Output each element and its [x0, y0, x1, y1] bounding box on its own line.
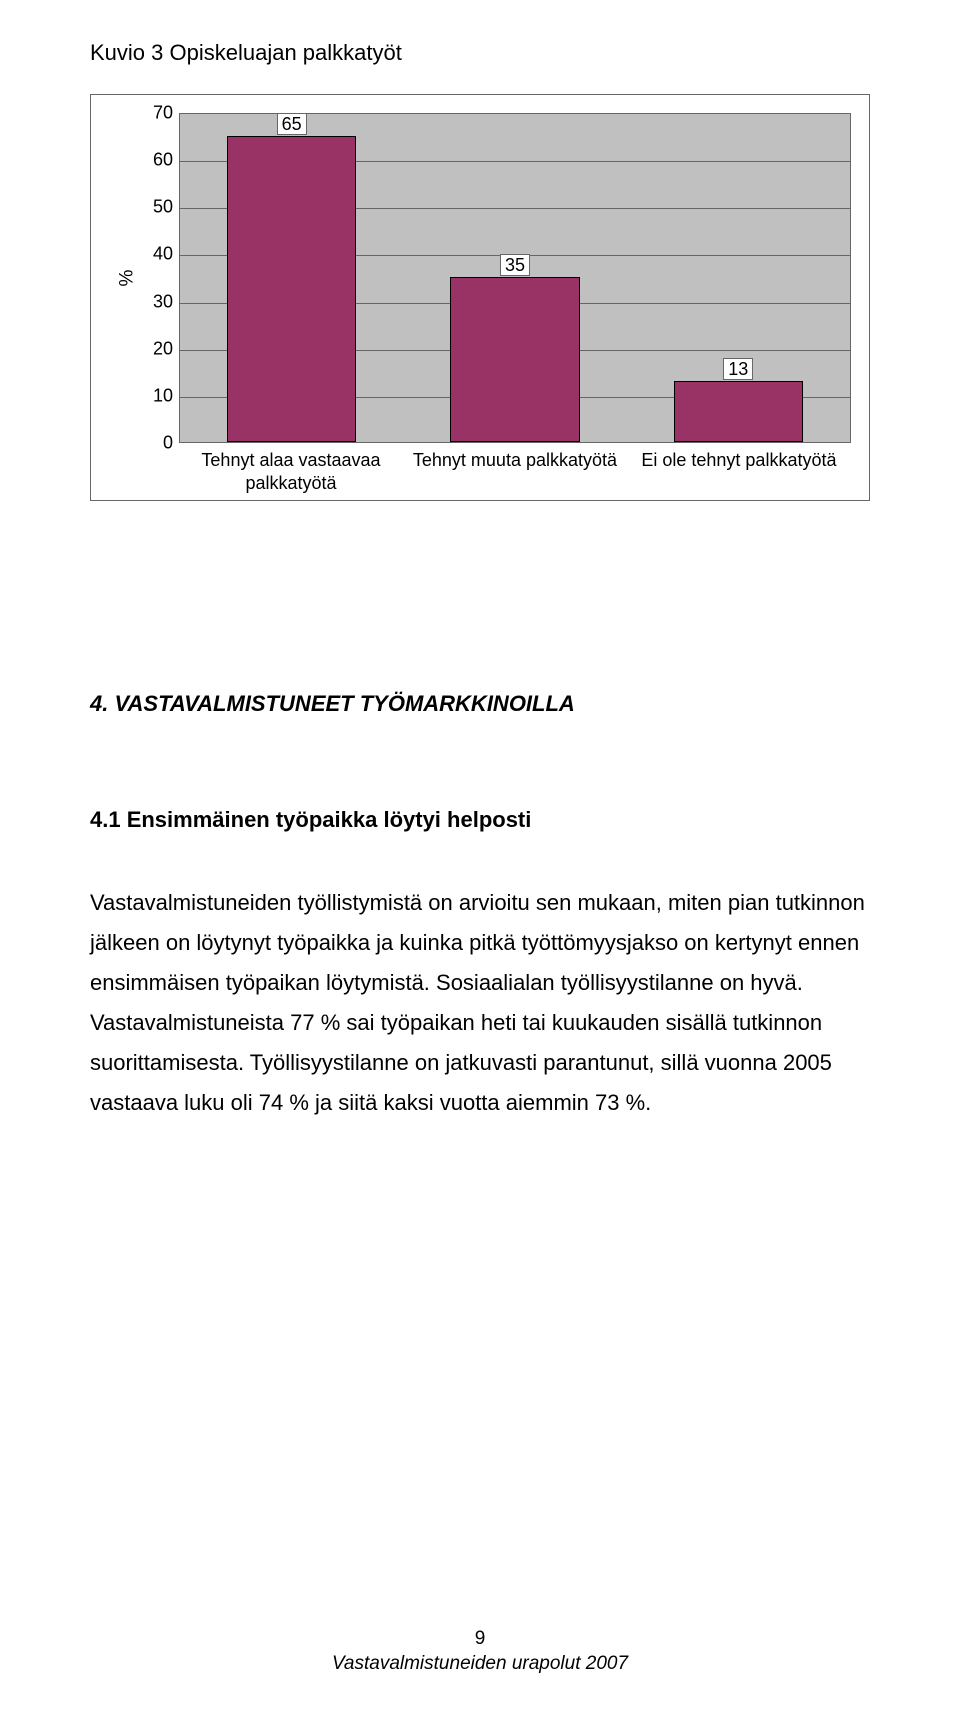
y-tick: 70 [153, 103, 173, 124]
footer-text: Vastavalmistuneiden urapolut 2007 [0, 1651, 960, 1677]
bar-value-label: 35 [500, 254, 530, 276]
body-paragraph: Vastavalmistuneiden työllistymistä on ar… [90, 883, 870, 1123]
y-tick: 20 [153, 338, 173, 359]
bar-group: 13 [627, 381, 850, 442]
bar-group: 65 [180, 136, 403, 442]
page-number: 9 [0, 1626, 960, 1652]
page-footer: 9 Vastavalmistuneiden urapolut 2007 [0, 1626, 960, 1677]
y-tick: 0 [163, 433, 173, 454]
plot-wrap: % 010203040506070 653513 [109, 113, 851, 443]
x-axis-label: Tehnyt muuta palkkatyötä [403, 449, 627, 494]
section-heading: 4. VASTAVALMISTUNEET TYÖMARKKINOILLA [90, 691, 870, 717]
bar-value-label: 13 [723, 358, 753, 380]
bar: 65 [227, 136, 357, 442]
y-tick: 60 [153, 150, 173, 171]
x-axis-label: Ei ole tehnyt palkkatyötä [627, 449, 851, 494]
y-tick: 40 [153, 244, 173, 265]
y-tick: 50 [153, 197, 173, 218]
subsection-heading: 4.1 Ensimmäinen työpaikka löytyi helpost… [90, 807, 870, 833]
chart-title: Kuvio 3 Opiskeluajan palkkatyöt [90, 40, 870, 66]
bar: 35 [450, 277, 580, 442]
y-axis-label-col: % [109, 113, 145, 443]
chart-container: % 0 10 20 30 40 50 60 70 65 35 13 Tehnyt alaa vas… [90, 94, 870, 501]
plot-area: 65 35 13 [179, 113, 851, 443]
y-tick: 30 [153, 291, 173, 312]
bar-value-label: 65 [277, 113, 307, 135]
y-axis-label: % [116, 270, 138, 287]
x-axis-label: Tehnyt alaa vastaavaa palkkatyötä [179, 449, 403, 494]
x-axis-labels: Tehnyt alaa vastaavaa palkkatyötäTehnyt … [179, 449, 851, 494]
y-tick: 10 [153, 385, 173, 406]
bar-group: 35 [403, 277, 626, 442]
bar: 13 [674, 381, 804, 442]
y-tick-column: 010203040506070 [145, 113, 179, 443]
